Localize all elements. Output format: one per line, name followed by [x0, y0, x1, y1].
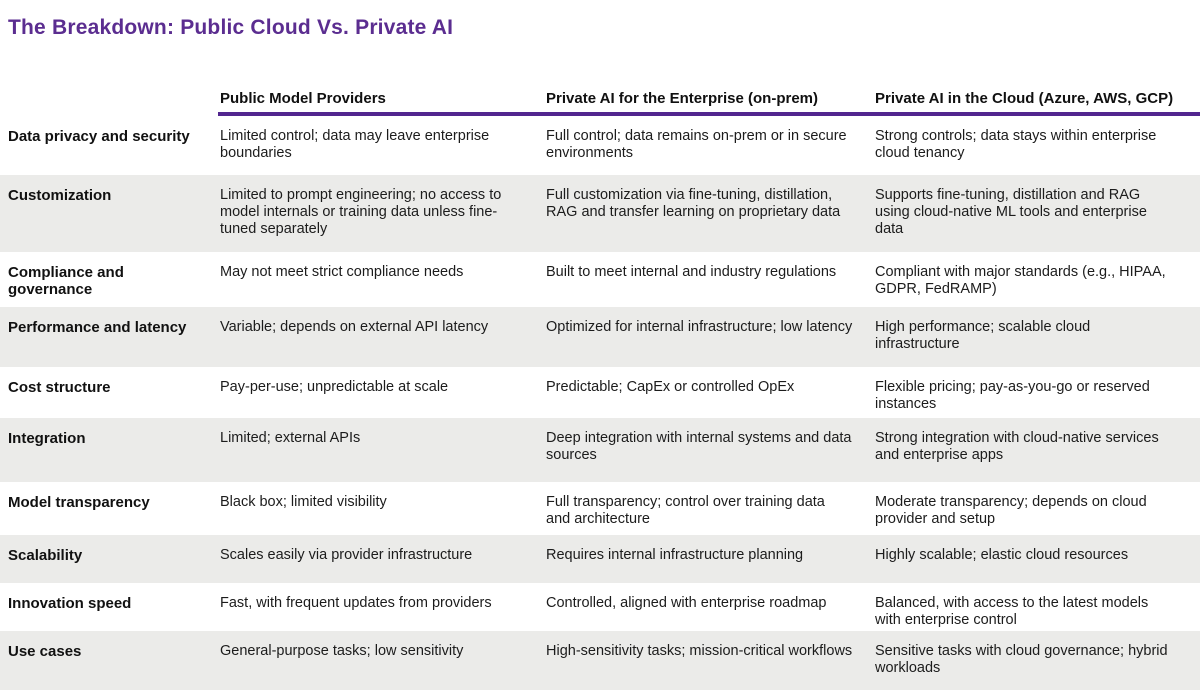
cell-cloud: Moderate transparency; depends on cloud …	[875, 494, 1147, 528]
cell-onprem: Predictable; CapEx or controlled OpEx	[546, 379, 795, 396]
comparison-table-body: Data privacy and security Limited control…	[0, 116, 1200, 690]
header-underline-rule	[218, 112, 1200, 117]
table-header-row: Public Model Providers Private AI for th…	[0, 89, 1200, 112]
cell-cloud: Highly scalable; elastic cloud resources	[875, 547, 1129, 564]
row-label: Compliance and governance	[8, 264, 124, 299]
cell-onprem: Full control; data remains on-prem or in…	[546, 128, 847, 162]
cell-cloud: High performance; scalable cloud infrast…	[875, 319, 1091, 353]
column-header-private-ai-cloud: Private AI in the Cloud (Azure, AWS, GCP…	[875, 90, 1174, 108]
row-label: Performance and latency	[8, 319, 187, 337]
page-title: The Breakdown: Public Cloud Vs. Private …	[8, 16, 454, 40]
cell-public: Variable; depends on external API latenc…	[220, 319, 489, 336]
cell-public: Pay-per-use; unpredictable at scale	[220, 379, 449, 396]
table-row: Data privacy and security Limited control…	[0, 116, 1200, 175]
cell-public: May not meet strict compliance needs	[220, 264, 464, 281]
cell-onprem: Deep integration with internal systems a…	[546, 430, 852, 464]
row-label: Integration	[8, 430, 86, 448]
cell-public: Limited to prompt engineering; no access…	[220, 187, 502, 238]
cell-cloud: Sensitive tasks with cloud governance; h…	[875, 643, 1168, 677]
cell-cloud: Supports fine-tuning, distillation and R…	[875, 187, 1147, 238]
cell-cloud: Strong controls; data stays within enter…	[875, 128, 1157, 162]
table-row: Performance and latency Variable; depends…	[0, 307, 1200, 368]
cell-onprem: Requires internal infrastructure plannin…	[546, 547, 804, 564]
cell-cloud: Strong integration with cloud-native ser…	[875, 430, 1159, 464]
cell-public: Black box; limited visibility	[220, 494, 387, 511]
row-label: Use cases	[8, 643, 82, 661]
row-label: Cost structure	[8, 379, 111, 397]
row-label: Customization	[8, 187, 112, 205]
cell-onprem: Optimized for internal infrastructure; l…	[546, 319, 853, 336]
cell-onprem: Controlled, aligned with enterprise road…	[546, 595, 827, 612]
table-row: Use cases General-purpose tasks; low sens…	[0, 631, 1200, 690]
table-row: Customization Limited to prompt engineeri…	[0, 175, 1200, 253]
column-header-private-ai-onprem: Private AI for the Enterprise (on-prem)	[546, 90, 818, 108]
row-label: Data privacy and security	[8, 128, 190, 146]
column-header-criteria	[0, 108, 220, 112]
table-row: Integration Limited; external APIs Deep in…	[0, 418, 1200, 483]
cell-cloud: Compliant with major standards (e.g., HI…	[875, 264, 1166, 298]
cell-onprem: High-sensitivity tasks; mission-critical…	[546, 643, 853, 660]
table-row: Scalability Scales easily via provider in…	[0, 535, 1200, 584]
table-row: Innovation speed Fast, with frequent upda…	[0, 583, 1200, 631]
cell-onprem: Full transparency; control over training…	[546, 494, 825, 528]
cell-cloud: Flexible pricing; pay-as-you-go or reser…	[875, 379, 1150, 413]
cell-onprem: Full customization via fine-tuning, dist…	[546, 187, 841, 221]
cell-cloud: Balanced, with access to the latest mode…	[875, 595, 1149, 629]
cell-public: General-purpose tasks; low sensitivity	[220, 643, 464, 660]
row-label: Scalability	[8, 547, 83, 565]
cell-public: Scales easily via provider infrastructur…	[220, 547, 473, 564]
cell-onprem: Built to meet internal and industry regu…	[546, 264, 837, 281]
column-header-public-model-providers: Public Model Providers	[220, 90, 386, 108]
cell-public: Limited; external APIs	[220, 430, 361, 447]
row-label: Model transparency	[8, 494, 150, 512]
cell-public: Fast, with frequent updates from provide…	[220, 595, 492, 612]
table-row: Cost structure Pay-per-use; unpredictable…	[0, 367, 1200, 418]
table-row: Compliance and governance May not meet st…	[0, 252, 1200, 307]
row-label: Innovation speed	[8, 595, 132, 613]
table-row: Model transparency Black box; limited vis…	[0, 482, 1200, 535]
cell-public: Limited control; data may leave enterpri…	[220, 128, 490, 162]
